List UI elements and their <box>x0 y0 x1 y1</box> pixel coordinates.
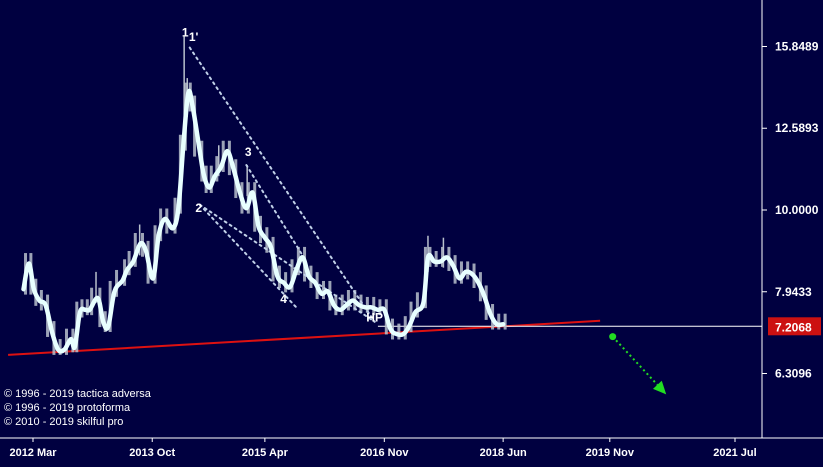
y-tick-label: 6.3096 <box>775 367 812 381</box>
wave-label: 1 <box>182 26 189 40</box>
y-tick-label: 10.0000 <box>775 203 819 217</box>
wave-label: 1' <box>189 30 199 44</box>
x-tick-label: 2018 Jun <box>480 447 527 459</box>
x-tick-label: 2019 Nov <box>586 447 635 459</box>
copyright-line: © 2010 - 2019 skilful pro <box>4 416 123 428</box>
forecast-arrow-shaft <box>611 335 659 386</box>
y-tick-label: 12.5893 <box>775 121 819 135</box>
x-tick-label: 2021 Jul <box>713 447 756 459</box>
copyright-line: © 1996 - 2019 protoforma <box>4 402 131 414</box>
copyright-line: © 1996 - 2019 tactica adversa <box>4 388 152 400</box>
wave-label: HP <box>366 311 383 325</box>
x-tick-label: 2012 Mar <box>9 447 57 459</box>
wave-label: 2 <box>195 201 202 215</box>
forecast-arrow-head <box>652 380 667 395</box>
wave-label: 3 <box>245 145 252 159</box>
y-tick-label: 7.9433 <box>775 285 812 299</box>
pattern-line <box>245 164 304 257</box>
current-price-box <box>768 317 821 336</box>
price-series-line <box>21 88 506 354</box>
pattern-line <box>198 203 298 309</box>
wave-label: 4 <box>280 292 287 306</box>
current-price-label: 7.2068 <box>775 320 812 334</box>
x-tick-label: 2016 Nov <box>360 447 409 459</box>
x-tick-label: 2013 Oct <box>129 447 175 459</box>
y-tick-label: 15.8489 <box>775 40 819 54</box>
pattern-line <box>198 203 376 323</box>
pattern-line <box>188 46 376 323</box>
x-tick-label: 2015 Apr <box>242 447 289 459</box>
